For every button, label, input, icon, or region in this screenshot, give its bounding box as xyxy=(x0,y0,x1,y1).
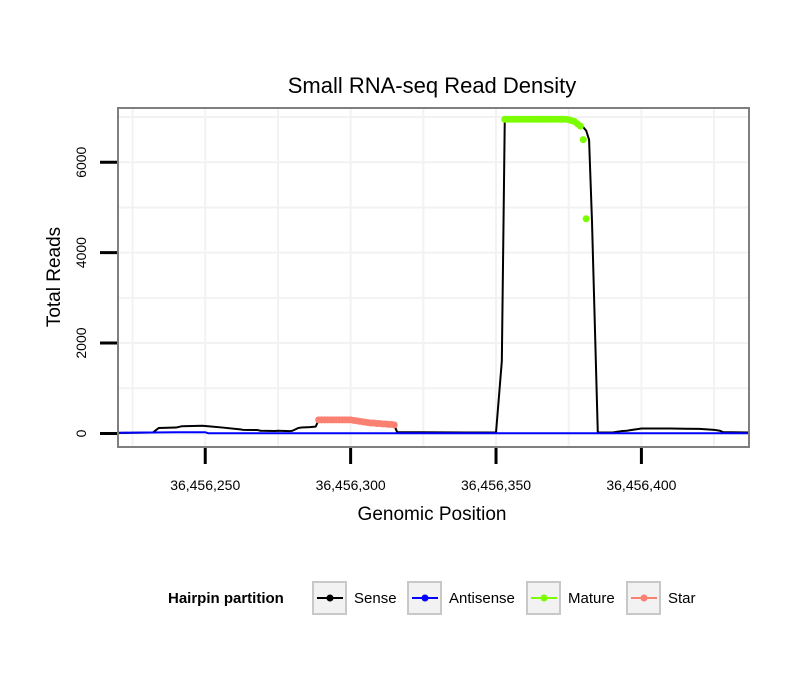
legend-label: Sense xyxy=(354,590,397,607)
legend: Hairpin partition Sense Antisense Mature St… xyxy=(168,581,696,615)
y-tick-label: 2000 xyxy=(73,327,89,358)
legend-item-antisense: Antisense xyxy=(407,581,515,615)
y-tick-label: 6000 xyxy=(73,146,89,177)
data-point-mature xyxy=(579,136,587,144)
y-axis-title: Total Reads xyxy=(44,227,65,327)
x-axis-title: Genomic Position xyxy=(358,504,507,525)
plot-border xyxy=(117,107,750,448)
data-point-mature xyxy=(582,215,590,223)
legend-key-point xyxy=(540,594,548,602)
grid xyxy=(118,108,749,447)
legend-label: Mature xyxy=(568,590,615,607)
legend-key-point xyxy=(421,594,429,602)
legend-item-star: Star xyxy=(626,581,696,615)
x-tick-label: 36,456,300 xyxy=(316,477,386,493)
legend-title: Hairpin partition xyxy=(168,590,284,607)
y-axis: 0 2000 4000 6000 xyxy=(73,146,117,437)
legend-key-point xyxy=(326,594,334,602)
series-line-antisense xyxy=(117,431,749,435)
series-antisense xyxy=(117,431,749,435)
data-point-mature xyxy=(576,122,584,130)
legend-label: Antisense xyxy=(449,590,515,607)
x-tick-label: 36,456,400 xyxy=(606,477,676,493)
x-tick-label: 36,456,250 xyxy=(170,477,240,493)
x-tick-label: 36,456,350 xyxy=(461,477,531,493)
series-mature xyxy=(501,115,590,223)
series-layer xyxy=(117,115,750,435)
x-axis: 36,456,250 36,456,300 36,456,350 36,456,400 xyxy=(170,448,677,493)
plot-background xyxy=(118,108,749,447)
legend-label: Star xyxy=(668,590,696,607)
legend-item-mature: Mature xyxy=(526,581,615,615)
data-point-star xyxy=(390,421,398,429)
series-star xyxy=(315,416,398,429)
y-tick-label: 4000 xyxy=(73,237,89,268)
legend-item-sense: Sense xyxy=(312,581,397,615)
y-tick-label: 0 xyxy=(73,429,89,437)
chart-title: Small RNA-seq Read Density xyxy=(288,73,577,98)
legend-key-point xyxy=(640,594,648,602)
